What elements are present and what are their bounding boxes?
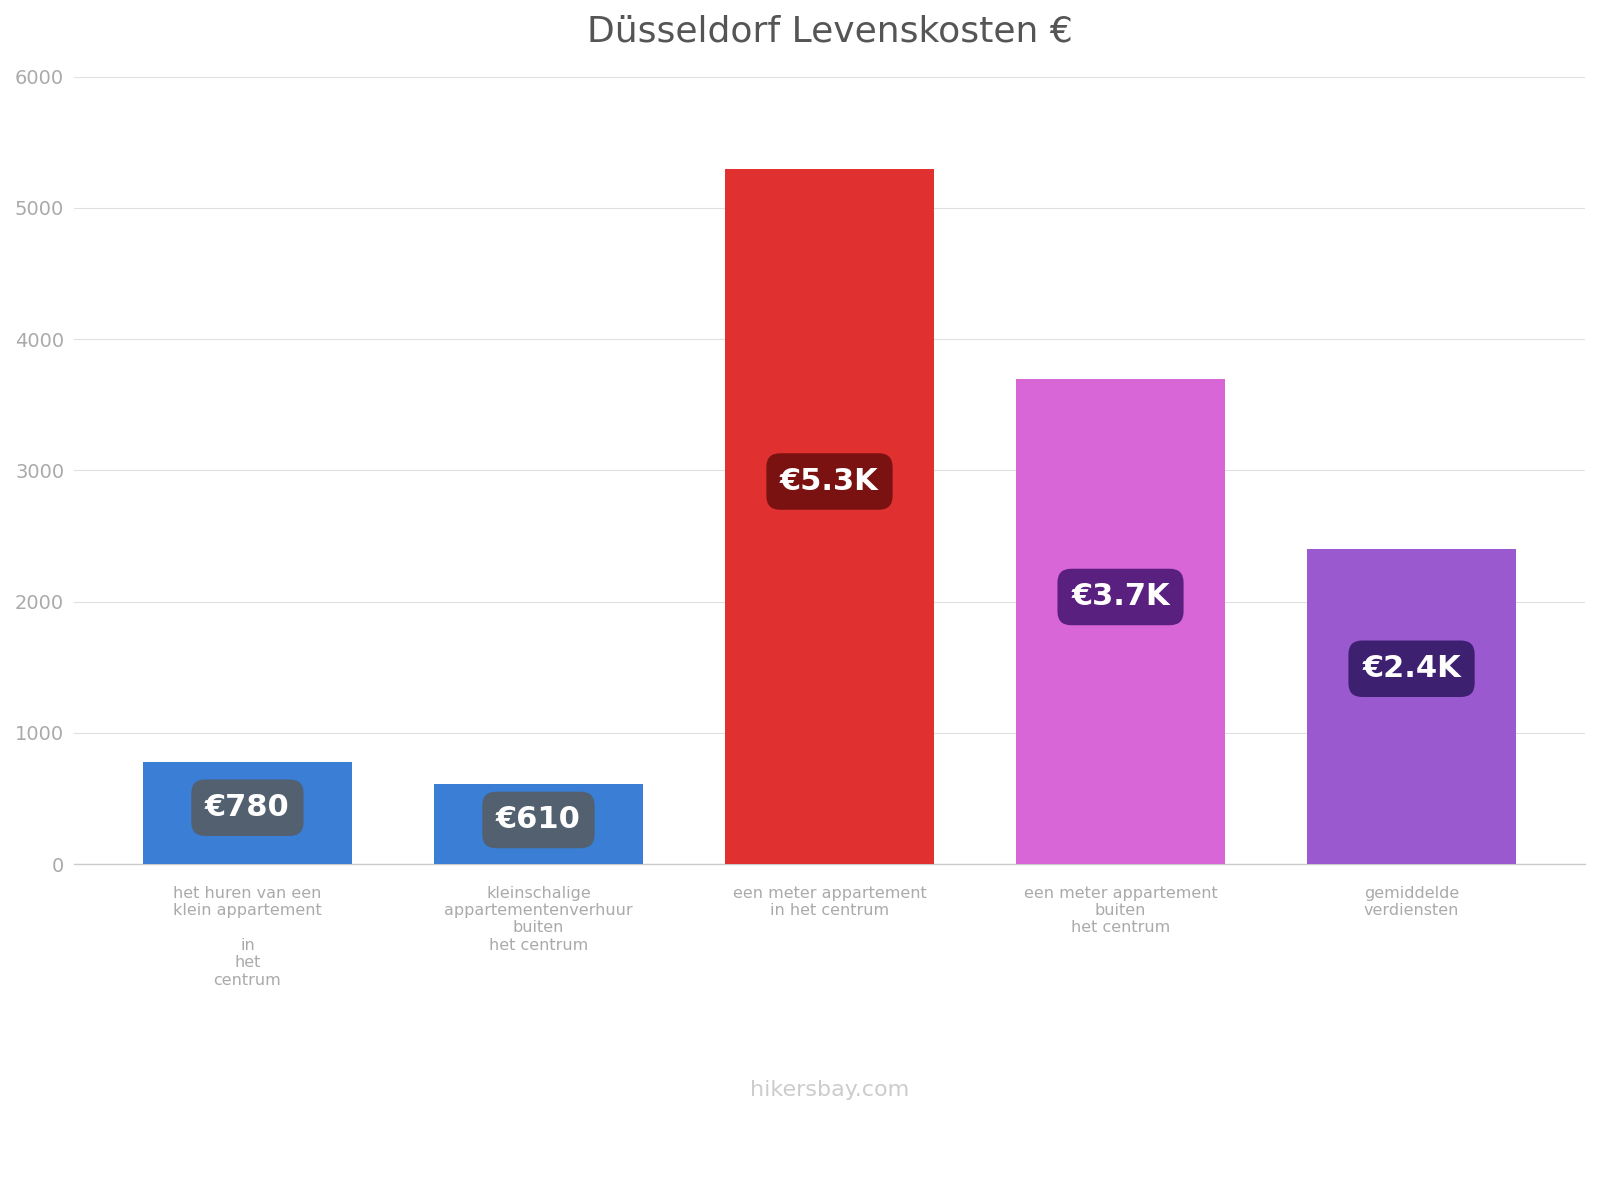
Bar bbox=[725, 168, 934, 864]
Bar bbox=[1016, 378, 1226, 864]
Text: hikersbay.com: hikersbay.com bbox=[750, 1080, 909, 1100]
Text: €2.4K: €2.4K bbox=[1362, 654, 1461, 683]
Text: €780: €780 bbox=[205, 793, 290, 822]
Title: Düsseldorf Levenskosten €: Düsseldorf Levenskosten € bbox=[587, 14, 1072, 49]
Bar bbox=[1307, 550, 1517, 864]
Bar bbox=[434, 784, 643, 864]
Text: €610: €610 bbox=[496, 805, 581, 834]
Text: €5.3K: €5.3K bbox=[781, 467, 878, 496]
Bar bbox=[142, 762, 352, 864]
Text: €3.7K: €3.7K bbox=[1072, 582, 1170, 612]
